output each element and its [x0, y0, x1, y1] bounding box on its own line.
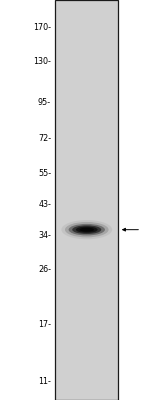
Ellipse shape — [69, 224, 105, 236]
Text: 72-: 72- — [38, 134, 51, 143]
Ellipse shape — [72, 225, 101, 234]
Text: 130-: 130- — [33, 58, 51, 66]
Text: 11-: 11- — [38, 376, 51, 386]
Text: 17-: 17- — [38, 320, 51, 329]
Ellipse shape — [79, 228, 94, 232]
Text: 95-: 95- — [38, 98, 51, 107]
Ellipse shape — [65, 222, 109, 237]
Text: 26-: 26- — [38, 266, 51, 274]
Text: 55-: 55- — [38, 169, 51, 178]
Text: 170-: 170- — [33, 23, 51, 32]
Ellipse shape — [61, 220, 112, 239]
Text: 34-: 34- — [38, 231, 51, 240]
Bar — [55, 0, 118, 400]
Ellipse shape — [76, 226, 98, 233]
Text: 43-: 43- — [38, 200, 51, 210]
